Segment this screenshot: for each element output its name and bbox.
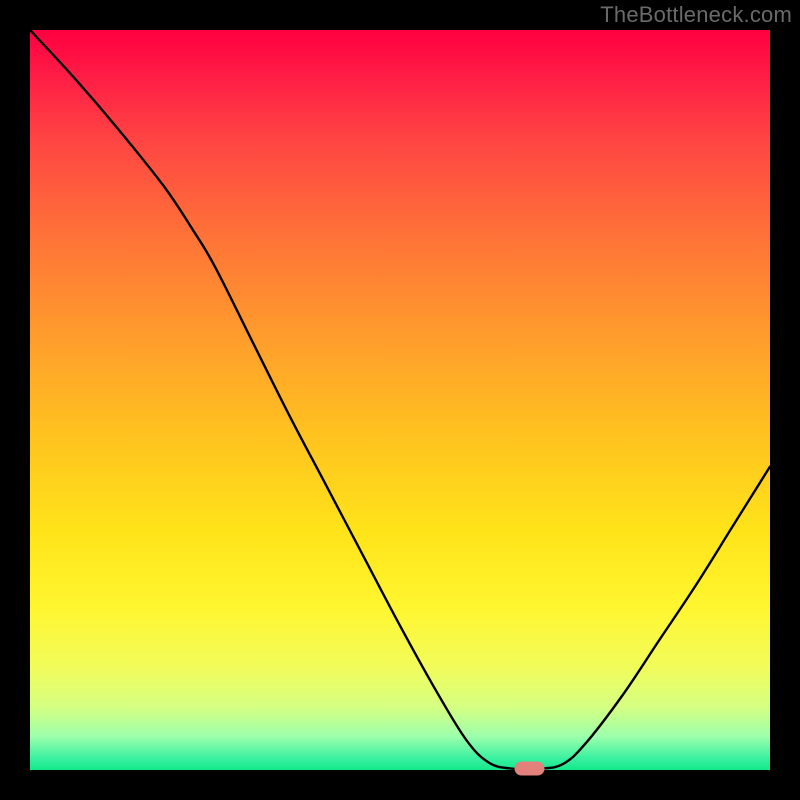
optimal-marker bbox=[515, 762, 545, 776]
plot-background bbox=[30, 30, 770, 770]
watermark-text: TheBottleneck.com bbox=[600, 2, 792, 28]
bottleneck-chart bbox=[0, 0, 800, 800]
chart-stage: TheBottleneck.com bbox=[0, 0, 800, 800]
